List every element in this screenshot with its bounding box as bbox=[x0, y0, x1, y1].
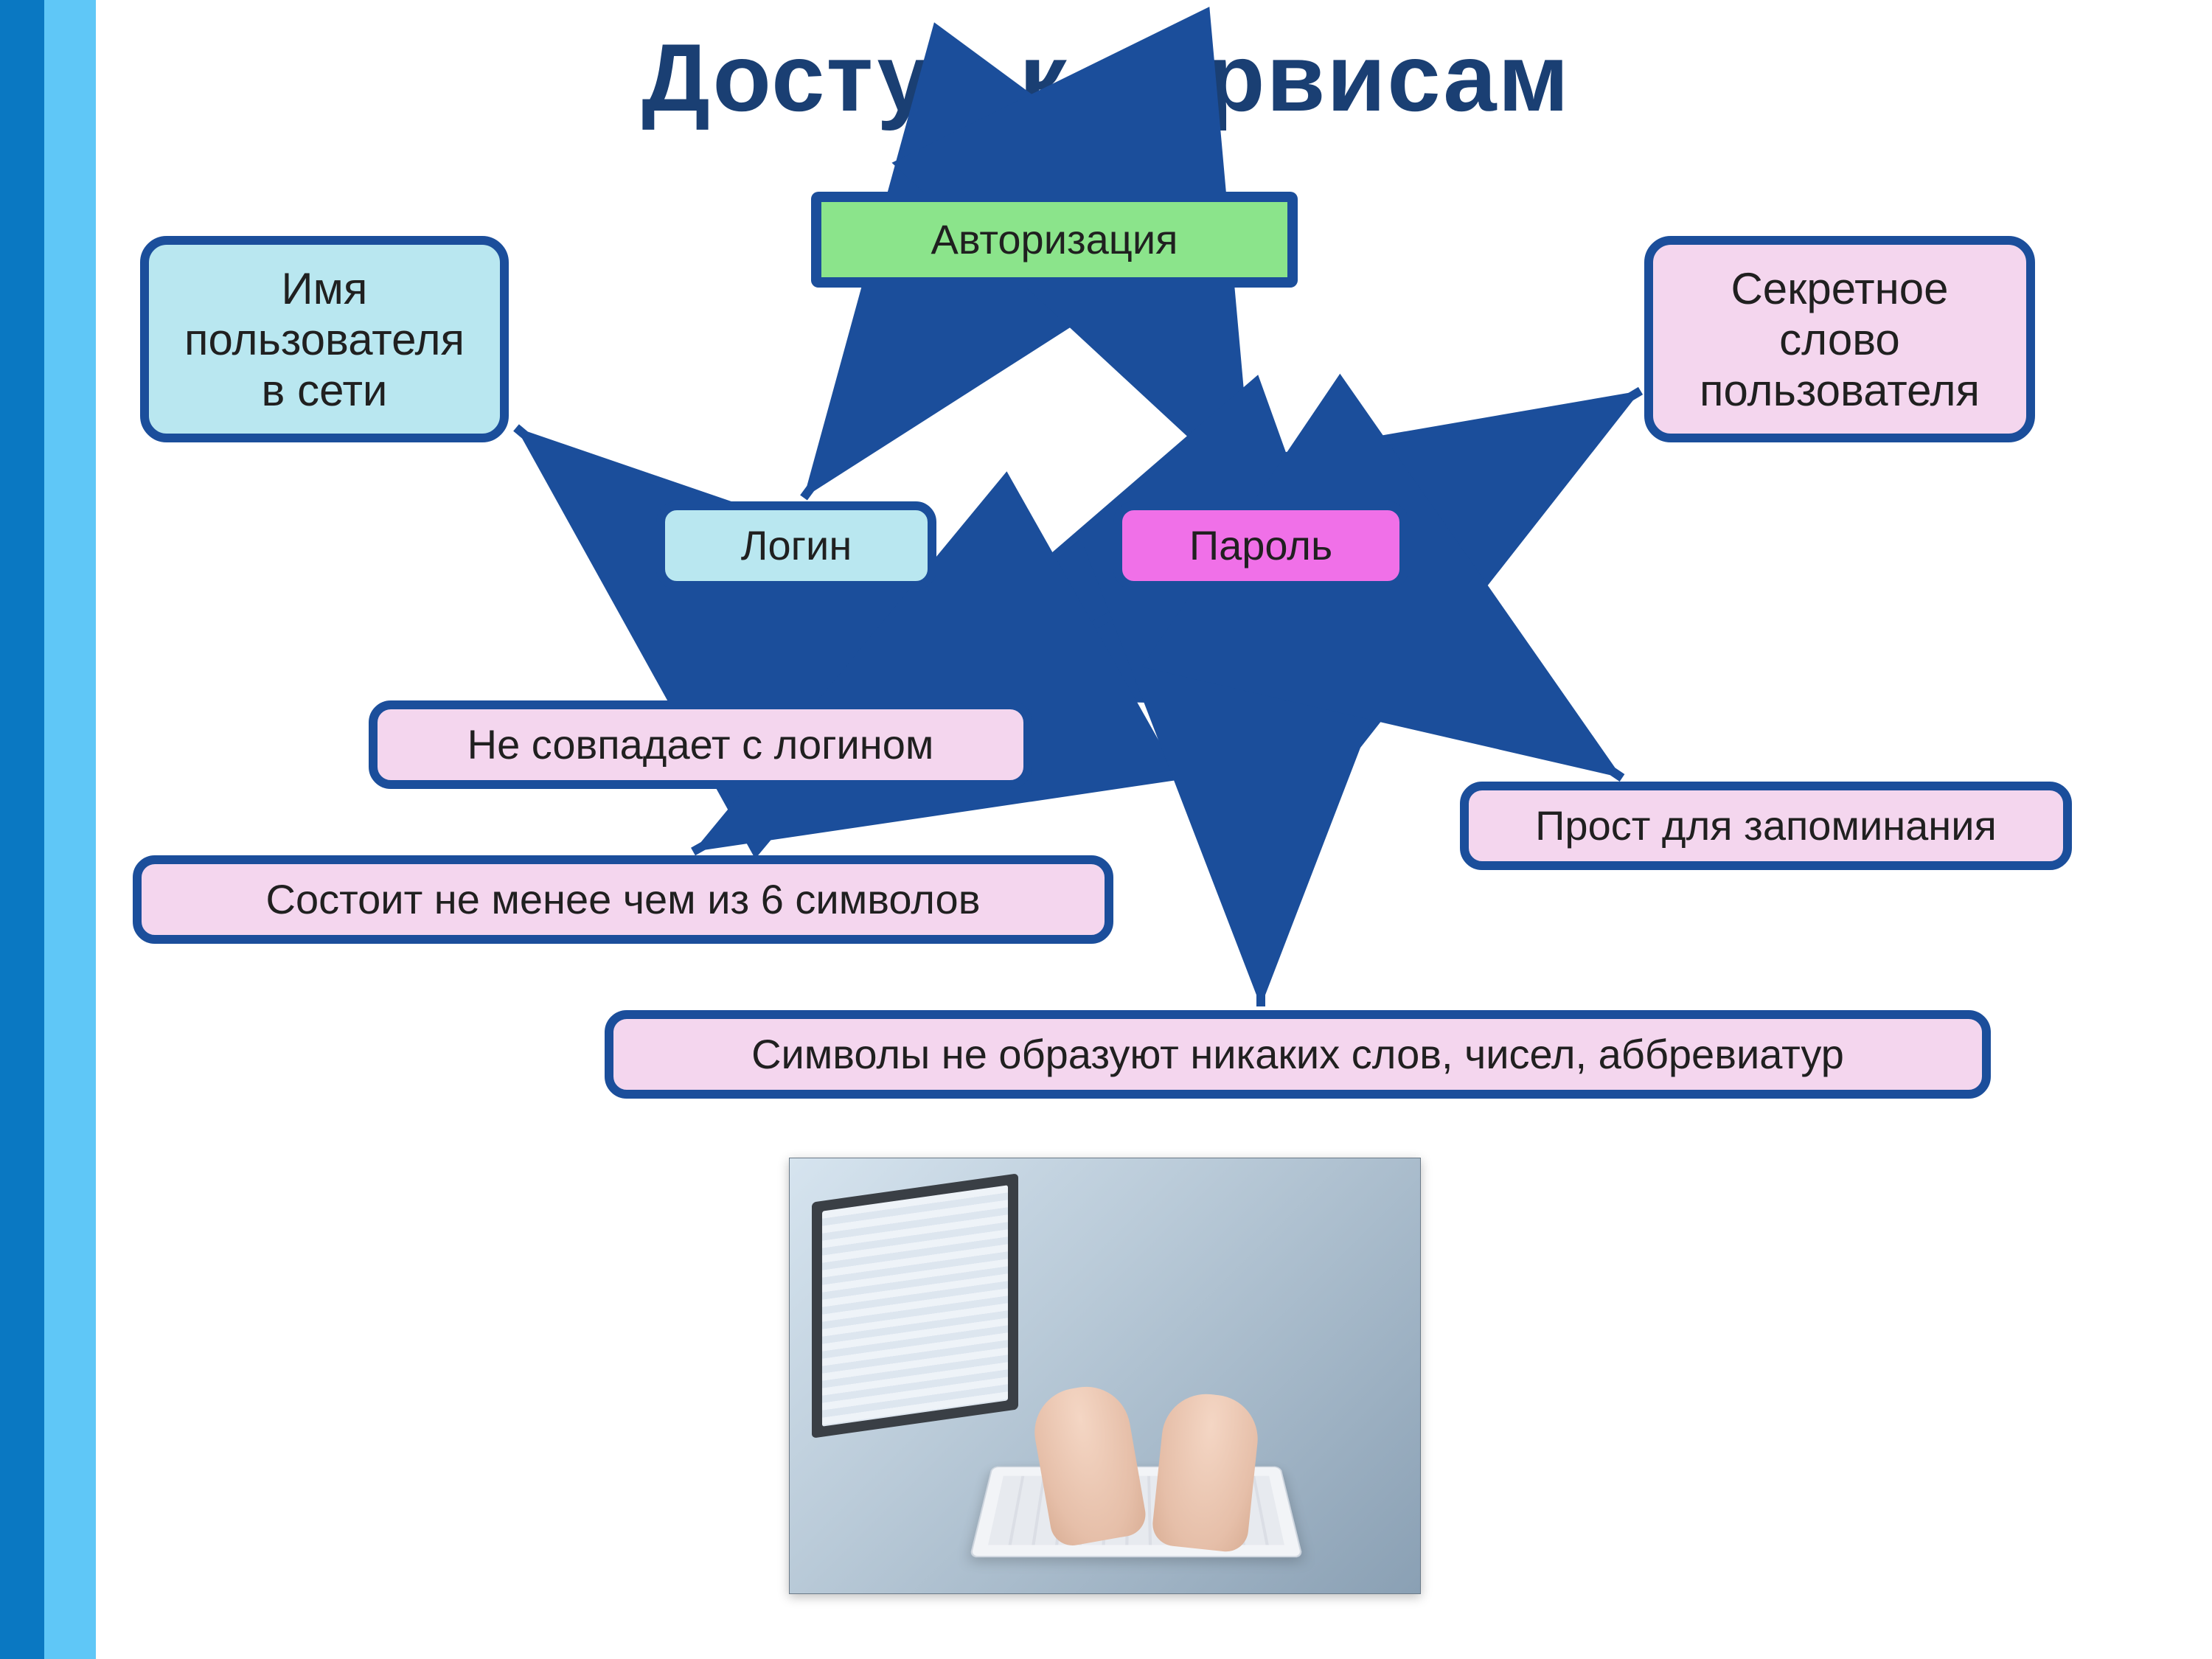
node-auth: Авторизация bbox=[811, 192, 1298, 288]
node-rule3: Прост для запоминания bbox=[1460, 782, 2072, 870]
node-rule2: Состоит не менее чем из 6 символов bbox=[133, 855, 1113, 944]
node-secret: Секретное слово пользователя bbox=[1644, 236, 2035, 442]
node-rule4-label: Символы не образуют никаких слов, чисел,… bbox=[751, 1031, 1844, 1078]
node-username: Имя пользователя в сети bbox=[140, 236, 509, 442]
arrow-2 bbox=[516, 428, 653, 542]
node-auth-label: Авторизация bbox=[931, 216, 1178, 263]
arrow-0 bbox=[804, 288, 959, 498]
node-rule2-label: Состоит не менее чем из 6 символов bbox=[266, 876, 981, 923]
sidebar-bar-dark bbox=[0, 0, 44, 1659]
arrow-3 bbox=[1412, 391, 1641, 527]
node-password: Пароль bbox=[1113, 501, 1408, 590]
page-title: Доступ к сервисам bbox=[0, 22, 2212, 133]
node-rule1-label: Не совпадает с логином bbox=[467, 721, 934, 768]
arrow-7 bbox=[1349, 594, 1622, 778]
node-login-label: Логин bbox=[741, 522, 852, 569]
node-username-label: Имя пользователя в сети bbox=[184, 263, 465, 416]
node-login: Логин bbox=[656, 501, 936, 590]
arrow-1 bbox=[1150, 288, 1253, 498]
node-secret-label: Секретное слово пользователя bbox=[1700, 263, 1980, 416]
node-rule1: Не совпадает с логином bbox=[369, 700, 1032, 789]
node-rule3-label: Прост для запоминания bbox=[1535, 802, 1997, 849]
sidebar-bar-light bbox=[44, 0, 96, 1659]
computer-photo bbox=[789, 1158, 1421, 1594]
node-rule4: Символы не образуют никаких слов, чисел,… bbox=[605, 1010, 1991, 1099]
node-password-label: Пароль bbox=[1189, 522, 1332, 569]
arrow-4 bbox=[885, 594, 1172, 697]
